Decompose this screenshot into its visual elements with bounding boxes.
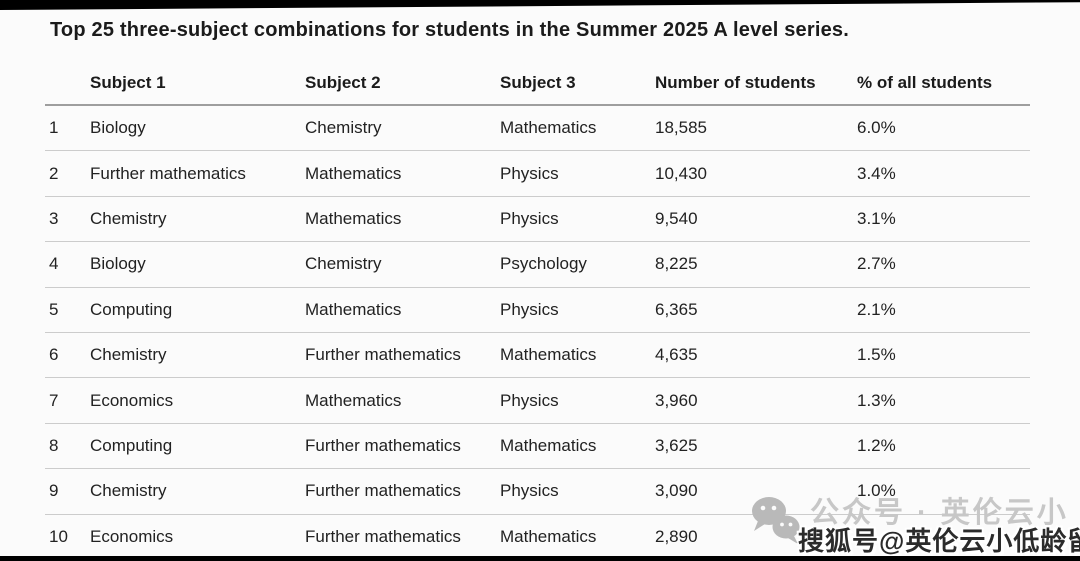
- cell-subject2: Chemistry: [305, 105, 500, 152]
- table-row: 7 Economics Mathematics Physics 3,960 1.…: [45, 377, 1030, 424]
- cell-subject3: Physics: [500, 150, 655, 197]
- cell-subject1: Computing: [90, 287, 305, 333]
- bottom-frame-bar: [0, 556, 1080, 561]
- cell-students: 9,540: [655, 196, 857, 243]
- table-row: 10 Economics Further mathematics Mathema…: [45, 514, 1030, 560]
- cell-percent: 3.4%: [857, 150, 1030, 197]
- table-row: 1 Biology Chemistry Mathematics 18,585 6…: [45, 105, 1030, 152]
- cell-subject1: Economics: [90, 514, 305, 560]
- cell-subject2: Further mathematics: [305, 468, 500, 515]
- cell-subject3: Mathematics: [500, 514, 655, 560]
- table-row: 3 Chemistry Mathematics Physics 9,540 3.…: [45, 196, 1030, 243]
- column-header-subject1: Subject 1: [90, 62, 305, 106]
- cell-subject3: Psychology: [500, 241, 655, 288]
- cell-subject1: Biology: [90, 241, 305, 288]
- cell-percent: [857, 514, 1030, 560]
- cell-subject3: Physics: [500, 287, 655, 333]
- table-title: Top 25 three-subject combinations for st…: [50, 19, 850, 41]
- cell-subject3: Physics: [500, 377, 655, 424]
- cell-rank: 10: [45, 514, 90, 560]
- cell-subject2: Further mathematics: [305, 514, 500, 560]
- cell-students: 2,890: [655, 514, 857, 560]
- cell-subject1: Biology: [90, 105, 305, 152]
- combinations-table: Subject 1 Subject 2 Subject 3 Number of …: [45, 62, 1030, 560]
- cell-subject3: Mathematics: [500, 423, 655, 470]
- cell-subject2: Mathematics: [305, 150, 500, 197]
- top-frame-bar: [0, 0, 1080, 10]
- column-header-percent: % of all students: [857, 62, 1030, 106]
- cell-students: 18,585: [655, 105, 857, 152]
- cell-rank: 9: [45, 468, 90, 515]
- cell-rank: 3: [45, 196, 90, 243]
- cell-subject2: Mathematics: [305, 196, 500, 243]
- cell-subject1: Chemistry: [90, 468, 305, 515]
- column-header-subject2: Subject 2: [305, 62, 500, 106]
- table-row: 9 Chemistry Further mathematics Physics …: [45, 468, 1030, 515]
- cell-subject3: Physics: [500, 196, 655, 243]
- cell-rank: 6: [45, 332, 90, 379]
- cell-subject2: Mathematics: [305, 377, 500, 424]
- cell-subject3: Mathematics: [500, 332, 655, 379]
- cell-subject2: Chemistry: [305, 241, 500, 288]
- cell-rank: 2: [45, 150, 90, 197]
- cell-subject1: Chemistry: [90, 332, 305, 379]
- table-body: 1 Biology Chemistry Mathematics 18,585 6…: [45, 105, 1030, 560]
- column-header-subject3: Subject 3: [500, 62, 655, 106]
- cell-subject1: Economics: [90, 377, 305, 424]
- cell-subject2: Further mathematics: [305, 332, 500, 379]
- cell-students: 4,635: [655, 332, 857, 379]
- cell-subject1: Chemistry: [90, 196, 305, 243]
- cell-subject3: Mathematics: [500, 105, 655, 152]
- cell-percent: 1.2%: [857, 423, 1030, 470]
- cell-students: 10,430: [655, 150, 857, 197]
- cell-subject2: Further mathematics: [305, 423, 500, 470]
- table-row: 4 Biology Chemistry Psychology 8,225 2.7…: [45, 241, 1030, 288]
- cell-subject3: Physics: [500, 468, 655, 515]
- cell-students: 6,365: [655, 287, 857, 333]
- table-row: 8 Computing Further mathematics Mathemat…: [45, 423, 1030, 470]
- cell-rank: 7: [45, 377, 90, 424]
- table-header-row: Subject 1 Subject 2 Subject 3 Number of …: [45, 62, 1030, 106]
- column-header-students: Number of students: [655, 62, 857, 106]
- cell-students: 3,090: [655, 468, 857, 515]
- cell-percent: 2.1%: [857, 287, 1030, 333]
- cell-percent: 1.3%: [857, 377, 1030, 424]
- column-header-rank: [45, 62, 90, 106]
- cell-students: 8,225: [655, 241, 857, 288]
- cell-subject2: Mathematics: [305, 287, 500, 333]
- cell-subject1: Computing: [90, 423, 305, 470]
- table-row: 2 Further mathematics Mathematics Physic…: [45, 150, 1030, 197]
- cell-percent: 3.1%: [857, 196, 1030, 243]
- cell-rank: 8: [45, 423, 90, 470]
- cell-rank: 4: [45, 241, 90, 288]
- cell-students: 3,625: [655, 423, 857, 470]
- table-row: 5 Computing Mathematics Physics 6,365 2.…: [45, 287, 1030, 333]
- cell-percent: 6.0%: [857, 105, 1030, 152]
- cell-percent: 1.0%: [857, 468, 1030, 515]
- cell-percent: 2.7%: [857, 241, 1030, 288]
- cell-rank: 5: [45, 287, 90, 333]
- table-row: 6 Chemistry Further mathematics Mathemat…: [45, 332, 1030, 379]
- cell-rank: 1: [45, 105, 90, 152]
- cell-students: 3,960: [655, 377, 857, 424]
- table-header: Subject 1 Subject 2 Subject 3 Number of …: [45, 62, 1030, 106]
- cell-subject1: Further mathematics: [90, 150, 305, 197]
- cell-percent: 1.5%: [857, 332, 1030, 379]
